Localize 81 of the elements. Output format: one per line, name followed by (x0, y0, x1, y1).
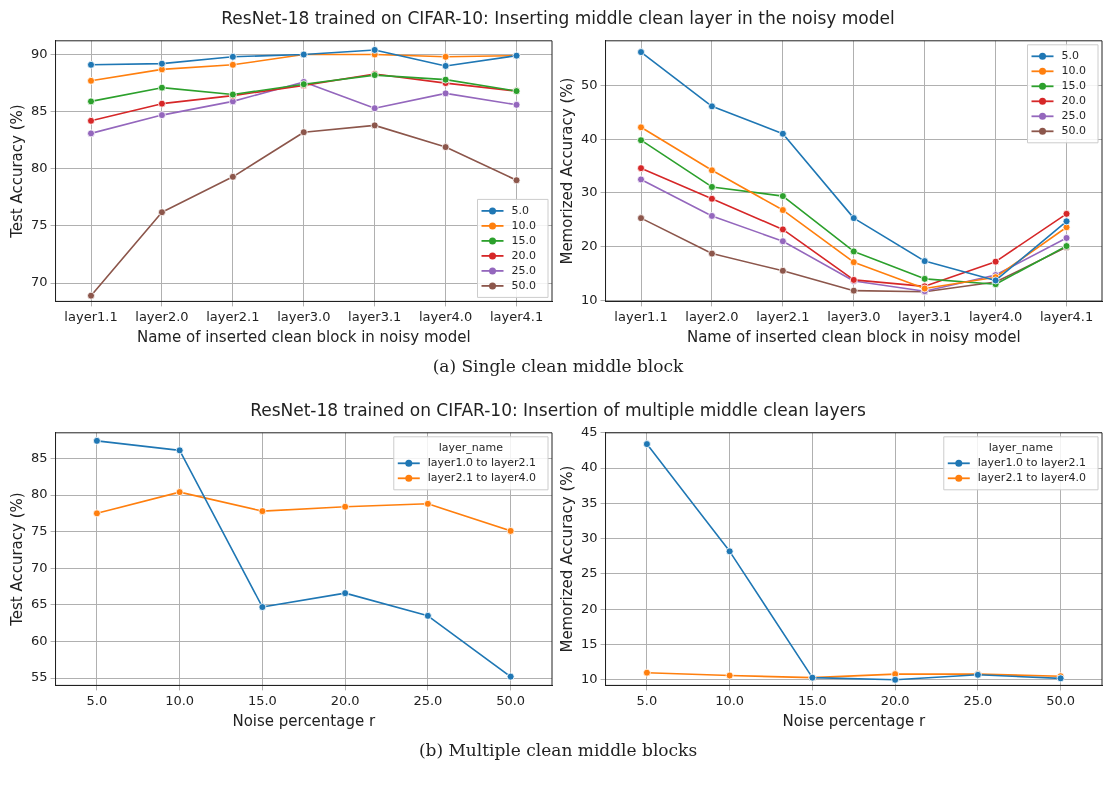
legend-label: 5.0 (1061, 49, 1080, 63)
x-tick-label: 50.0 (1046, 692, 1076, 708)
legend-title: layer_name (988, 441, 1054, 455)
x-tick-label: layer3.0 (827, 308, 881, 324)
y-tick-label: 80 (31, 486, 48, 502)
x-tick-label: layer3.1 (898, 308, 952, 324)
text: (b) Multiple clean middle blocks (417, 740, 699, 760)
legend-label: 5.0 (511, 203, 530, 217)
y-tick-label: 70 (31, 274, 48, 290)
x-axis-title: Name of inserted clean block in noisy model (686, 327, 1021, 346)
y-tick-label: 80 (31, 160, 48, 176)
legend-label: layer2.1 to layer4.0 (977, 471, 1086, 485)
x-tick-label: 15.0 (247, 692, 277, 708)
x-tick-label: layer2.0 (135, 308, 189, 324)
legend-label: 50.0 (1061, 124, 1087, 138)
y-tick-label: 60 (31, 632, 48, 648)
x-tick-label: 50.0 (496, 692, 526, 708)
y-tick-label: 10 (581, 671, 598, 687)
x-tick-label: 10.0 (165, 692, 195, 708)
y-tick-label: 20 (581, 600, 598, 616)
legend-label: layer1.0 to layer2.1 (977, 456, 1086, 470)
x-tick-label: layer1.1 (64, 308, 118, 324)
legend-label: 50.0 (511, 278, 537, 292)
x-tick-label: 10.0 (715, 692, 745, 708)
y-tick-label: 10 (581, 291, 598, 307)
x-axis-title: Noise percentage r (232, 711, 376, 730)
y-tick-label: 30 (581, 530, 598, 546)
y-axis-title: Test Accuracy (%) (7, 104, 26, 239)
x-tick-label: layer2.1 (756, 308, 810, 324)
y-tick-label: 15 (581, 635, 598, 651)
text: (a) Single clean middle block (431, 356, 685, 376)
x-axis-title: Name of inserted clean block in noisy model (136, 327, 471, 346)
legend-label: layer1.0 to layer2.1 (427, 456, 536, 470)
x-tick-label: 25.0 (413, 692, 443, 708)
x-tick-label: layer2.0 (685, 308, 739, 324)
x-tick-label: layer4.0 (968, 308, 1023, 324)
y-tick-label: 50 (581, 76, 598, 92)
legend-label: 15.0 (1061, 79, 1087, 93)
x-tick-label: layer2.1 (206, 308, 260, 324)
y-tick-label: 55 (31, 669, 48, 685)
y-tick-label: 85 (31, 103, 48, 119)
y-tick-label: 75 (31, 217, 48, 233)
chart-title: ResNet-18 trained on CIFAR-10: Insertion of multiple middle clean layers (249, 400, 867, 422)
y-tick-label: 40 (581, 459, 598, 475)
y-tick-label: 70 (31, 559, 48, 575)
chart-title: ResNet-18 trained on CIFAR-10: Inserting middle clean layer in the noisy model (220, 8, 896, 30)
legend-label: 20.0 (511, 248, 537, 262)
x-axis-title: Noise percentage r (782, 711, 926, 730)
y-axis-title: Memorized Accuracy (%) (557, 77, 576, 265)
y-tick-label: 25 (581, 565, 598, 581)
y-tick-label: 75 (31, 523, 48, 539)
legend-label: 25.0 (511, 263, 537, 277)
y-tick-label: 90 (31, 45, 48, 61)
legend-label: 25.0 (1061, 109, 1087, 123)
x-tick-label: layer3.1 (348, 308, 402, 324)
x-tick-label: layer3.0 (277, 308, 331, 324)
x-tick-label: 20.0 (880, 692, 910, 708)
legend-title: layer_name (438, 441, 504, 455)
y-axis-title: Test Accuracy (%) (7, 492, 26, 627)
y-tick-label: 40 (581, 130, 598, 146)
legend-label: layer2.1 to layer4.0 (427, 471, 536, 485)
y-axis-title: Memorized Accuracy (%) (557, 465, 576, 653)
x-tick-label: layer1.1 (614, 308, 668, 324)
y-tick-label: 45 (581, 424, 598, 440)
legend-label: 10.0 (511, 218, 537, 232)
x-tick-label: 15.0 (797, 692, 827, 708)
y-tick-label: 65 (31, 596, 48, 612)
legend-label: 10.0 (1061, 64, 1087, 78)
y-tick-label: 85 (31, 449, 48, 465)
y-tick-label: 20 (581, 237, 598, 253)
y-tick-label: 30 (581, 184, 598, 200)
x-tick-label: 20.0 (330, 692, 360, 708)
x-tick-label: 5.0 (86, 692, 108, 708)
legend-label: 15.0 (511, 233, 537, 247)
x-tick-label: 25.0 (963, 692, 993, 708)
y-tick-label: 35 (581, 494, 598, 510)
x-tick-label: 5.0 (636, 692, 658, 708)
x-tick-label: layer4.0 (418, 308, 473, 324)
x-tick-label: layer4.1 (489, 308, 544, 324)
x-tick-label: layer4.1 (1039, 308, 1094, 324)
legend-label: 20.0 (1061, 94, 1087, 108)
